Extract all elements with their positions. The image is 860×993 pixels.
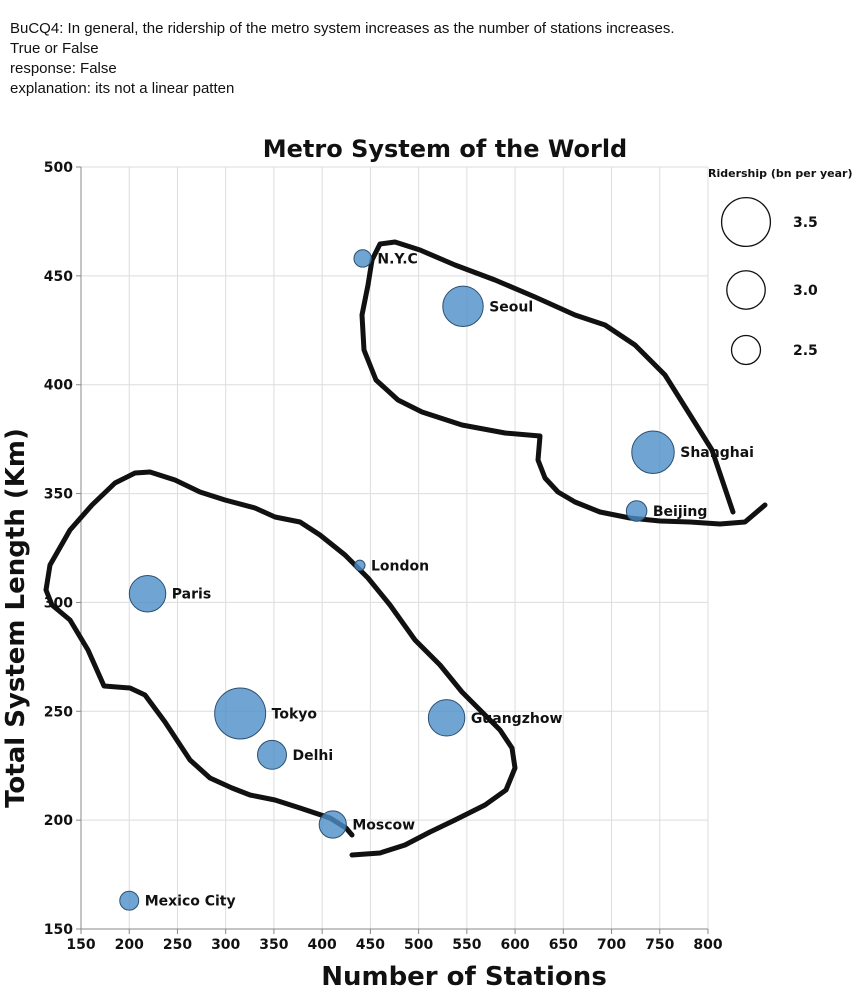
legend-size-circle	[730, 334, 762, 366]
hand-drawn-circle-right-cluster	[359, 239, 768, 527]
data-points	[119, 249, 675, 911]
axes: 150 200 250 300 350 400 450 500 550 600 650 700 750 8…	[44, 160, 723, 953]
legend-size-label: 3.5	[793, 215, 818, 231]
legend-size-circle	[720, 196, 772, 248]
legend-size-label: 2.5	[793, 343, 818, 359]
x-tick-label: 700	[597, 937, 626, 953]
x-tick-label: 250	[163, 937, 192, 953]
response-text: response: False	[10, 60, 117, 77]
x-tick-label: 150	[66, 937, 95, 953]
point-label: N.Y.C	[377, 251, 417, 267]
x-tick-label: 500	[404, 937, 433, 953]
y-tick-label: 200	[44, 813, 73, 829]
x-tick-label: 300	[211, 937, 240, 953]
hand-drawn-annotations	[43, 239, 768, 858]
data-point-tokyo	[214, 687, 267, 740]
grid-lines	[80, 166, 709, 930]
point-label: Beijing	[653, 504, 708, 520]
y-tick-label: 250	[44, 704, 73, 720]
point-label: London	[371, 558, 429, 574]
data-point-shanghai	[631, 430, 675, 474]
point-labels: N.Y.C Seoul Shanghai Beijing London Paris Toky…	[145, 251, 754, 909]
y-tick-label: 500	[44, 160, 73, 176]
data-point-moscow	[318, 810, 347, 839]
point-label: Shanghai	[680, 445, 754, 461]
y-tick-label: 400	[44, 378, 73, 394]
x-axis-title: Number of Stations	[321, 962, 607, 992]
point-label: Guangzhow	[471, 711, 563, 727]
hand-drawn-circle-left-cluster	[43, 469, 518, 858]
data-point-beijing	[625, 500, 648, 522]
size-legend: Ridership (bn per year) 3.5 3.0 2.5	[708, 167, 853, 366]
legend-size-label: 3.0	[793, 283, 818, 299]
data-point-paris	[128, 574, 167, 613]
x-tick-label: 550	[452, 937, 481, 953]
data-point-seoul	[442, 285, 484, 328]
question-header: BuCQ4: In general, the ridership of the …	[10, 19, 675, 99]
data-point-guangzhow	[427, 699, 466, 737]
data-point-mexico-city	[119, 890, 140, 911]
data-point-delhi	[257, 739, 287, 770]
x-tick-label: 600	[500, 937, 529, 953]
x-tick-label: 750	[645, 937, 674, 953]
options-text: True or False	[10, 40, 99, 57]
x-tick-label: 350	[259, 937, 288, 953]
point-label: Moscow	[352, 817, 415, 833]
x-tick-label: 400	[308, 937, 337, 953]
legend-title: Ridership (bn per year)	[708, 167, 853, 180]
y-tick-label: 350	[44, 487, 73, 503]
y-axis-title: Total System Length (Km)	[1, 428, 31, 808]
y-tick-label: 150	[44, 922, 73, 938]
x-tick-label: 200	[115, 937, 144, 953]
point-label: Mexico City	[145, 894, 236, 910]
y-tick-label: 450	[44, 269, 73, 285]
chart-title: Metro System of the World	[263, 135, 627, 163]
x-tick-label: 650	[549, 937, 578, 953]
point-label: Paris	[172, 587, 211, 603]
explanation-text: explanation: its not a linear patten	[10, 80, 235, 97]
question-text: BuCQ4: In general, the ridership of the …	[10, 20, 675, 37]
legend-size-circle	[726, 270, 766, 310]
data-point-n-y-c	[353, 249, 372, 268]
x-tick-label: 800	[693, 937, 722, 953]
point-label: Seoul	[489, 299, 533, 315]
point-label: Delhi	[292, 748, 333, 764]
data-point-london	[354, 559, 366, 572]
x-tick-label: 450	[356, 937, 385, 953]
point-label: Tokyo	[272, 706, 318, 722]
